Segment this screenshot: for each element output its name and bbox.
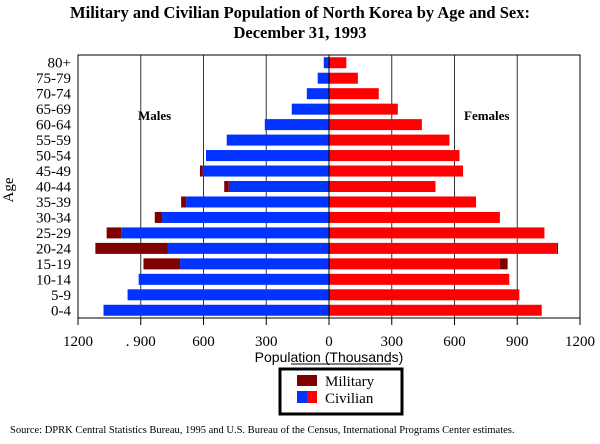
age-tick-label: 50-54	[36, 149, 71, 165]
chart-subtitle: December 31, 1993	[233, 23, 367, 42]
bar-male-civilian	[228, 181, 329, 192]
bar-male-civilian	[226, 134, 329, 146]
chart-title: Military and Civilian Population of Nort…	[70, 3, 530, 22]
y-axis-label: Age	[1, 177, 17, 202]
age-tick-label: 0-4	[51, 303, 71, 319]
x-tick-label: . 900	[126, 334, 156, 350]
bar-female-civilian	[329, 88, 379, 100]
age-tick-label: 45-49	[36, 164, 71, 180]
legend-swatch-military	[297, 375, 317, 386]
age-tick-label: 40-44	[36, 180, 71, 196]
bar-male-civilian	[291, 103, 329, 115]
bar-male-civilian	[264, 119, 329, 131]
bar-female-civilian	[329, 211, 500, 223]
x-tick-label: 1200	[565, 334, 595, 350]
age-tick-label: 35-39	[36, 195, 71, 211]
x-axis-label: Population (Thousands)	[255, 349, 404, 365]
bar-female-civilian	[329, 72, 358, 84]
age-tick-label: 65-69	[36, 102, 71, 118]
bar-female-civilian	[329, 57, 347, 69]
bar-male-civilian	[127, 289, 329, 301]
age-tick-label: 60-64	[36, 118, 71, 134]
x-ticks: 1200 . 900 600 300 0 300 600 900 1200	[63, 318, 595, 350]
bar-female-civilian	[329, 150, 460, 162]
bar-male-civilian	[180, 258, 329, 270]
bar-male-civilian	[167, 242, 329, 254]
age-tick-label: 20-24	[36, 241, 71, 257]
bar-male-civilian	[103, 304, 329, 316]
bar-female-civilian	[329, 165, 464, 177]
age-tick-label: 5-9	[51, 288, 71, 304]
bar-female-civilian	[329, 103, 398, 115]
bar-male-civilian	[121, 227, 329, 239]
age-tick-label: 30-34	[36, 210, 71, 226]
x-tick-label: 900	[506, 334, 529, 350]
males-label: Males	[138, 108, 171, 123]
bar-male-military	[106, 227, 122, 239]
source-note: Source: DPRK Central Statistics Bureau, …	[10, 425, 515, 436]
x-tick-label: 600	[443, 334, 466, 350]
x-tick-label: 1200	[63, 334, 93, 350]
age-tick-label: 25-29	[36, 226, 71, 242]
bar-male-civilian	[138, 273, 329, 285]
age-tick-label: 70-74	[36, 87, 71, 103]
age-tick-label: 80+	[48, 56, 71, 72]
bar-male-civilian	[206, 150, 329, 162]
bar-male-military	[224, 181, 229, 192]
bar-male-military	[95, 242, 168, 254]
bar-female-civilian	[329, 119, 422, 131]
legend: Military Civilian	[278, 367, 404, 416]
bar-female-civilian	[329, 134, 450, 146]
bar-male-military	[154, 211, 163, 223]
bars	[95, 57, 559, 316]
bar-female-civilian	[329, 242, 557, 254]
bar-female-civilian	[329, 227, 545, 239]
legend-swatch-civilian-male	[297, 391, 307, 403]
bar-male-civilian	[323, 57, 329, 69]
age-tick-label: 10-14	[36, 272, 71, 288]
bar-female-military	[499, 258, 508, 270]
bar-male-civilian	[162, 211, 329, 223]
females-label: Females	[464, 108, 509, 123]
bar-female-civilian	[329, 273, 510, 285]
bar-female-civilian	[329, 181, 436, 192]
x-tick-label: 300	[255, 334, 278, 350]
x-tick-label: 0	[325, 334, 333, 350]
age-tick-labels: 80+75-7970-7465-6960-6455-5950-5445-4940…	[36, 56, 71, 320]
age-tick-label: 15-19	[36, 257, 71, 273]
bar-male-civilian	[306, 88, 329, 100]
age-tick-label: 55-59	[36, 133, 71, 149]
bar-male-civilian	[202, 165, 329, 177]
bar-female-civilian	[329, 258, 500, 270]
bar-female-civilian	[329, 304, 542, 316]
bar-female-civilian	[329, 289, 520, 301]
legend-label-military: Military	[325, 374, 375, 390]
bar-male-civilian	[186, 196, 329, 208]
bar-female-civilian	[329, 196, 477, 208]
legend-label-civilian: Civilian	[325, 391, 374, 407]
bar-male-military	[181, 196, 187, 208]
bar-male-civilian	[317, 72, 329, 84]
bar-male-military	[199, 165, 203, 177]
bar-female-military	[556, 242, 559, 254]
legend-swatch-civilian-female	[307, 391, 317, 403]
bar-male-military	[143, 258, 181, 270]
x-tick-label: 600	[192, 334, 215, 350]
x-tick-label: 300	[381, 334, 404, 350]
age-tick-label: 75-79	[36, 71, 71, 87]
